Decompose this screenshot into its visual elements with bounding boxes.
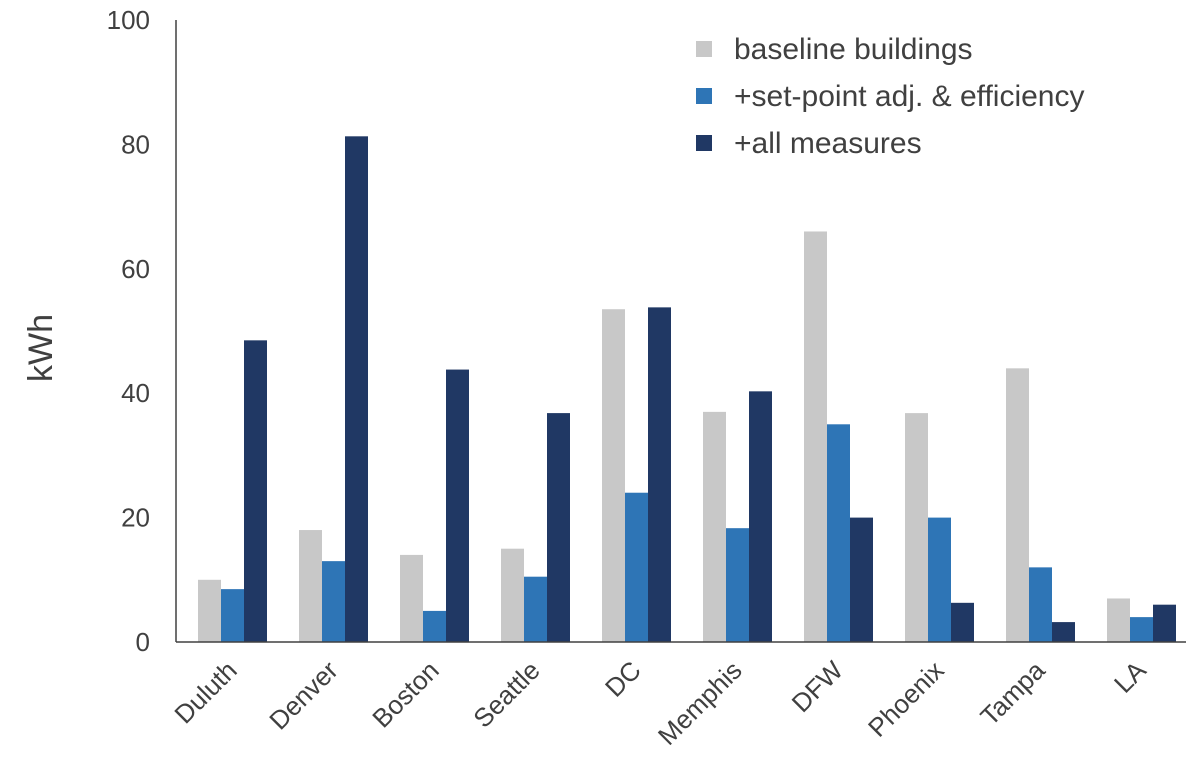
bar-dc-series-3: [648, 307, 671, 642]
bar-phoenix-series-1: [905, 413, 928, 642]
bar-memphis-series-3: [749, 391, 772, 642]
bar-phoenix-series-3: [951, 603, 974, 642]
bar-dc-series-1: [602, 309, 625, 642]
bar-tampa-series-3: [1052, 622, 1075, 642]
y-tick-labels: 0 20 40 60 80 100: [107, 5, 150, 657]
bar-dfw-series-1: [804, 231, 827, 642]
legend-label: +all measures: [734, 127, 922, 160]
legend-label: baseline buildings: [734, 33, 973, 66]
legend: baseline buildings +set-point adj. & effi…: [696, 33, 1084, 160]
x-tick-label: Tampa: [974, 655, 1051, 732]
bar-memphis-series-1: [703, 412, 726, 642]
legend-swatch: [696, 41, 712, 57]
bar-duluth-series-3: [244, 340, 267, 642]
y-axis-title: kWh: [22, 314, 60, 382]
y-tick-label: 80: [121, 129, 150, 159]
bar-denver-series-2: [322, 561, 345, 642]
y-tick-label: 40: [121, 378, 150, 408]
bars-group: [198, 136, 1176, 642]
y-tick-label: 20: [121, 503, 150, 533]
bar-la-series-3: [1153, 605, 1176, 642]
bar-duluth-series-1: [198, 580, 221, 642]
y-tick-label: 0: [136, 627, 150, 657]
legend-swatch: [696, 135, 712, 151]
bar-seattle-series-2: [524, 577, 547, 642]
bar-denver-series-3: [345, 136, 368, 642]
legend-swatch: [696, 88, 712, 104]
bar-memphis-series-2: [726, 528, 749, 642]
y-tick-label: 100: [107, 5, 150, 35]
bar-denver-series-1: [299, 530, 322, 642]
bar-la-series-2: [1130, 617, 1153, 642]
bar-duluth-series-2: [221, 589, 244, 642]
bar-la-series-1: [1107, 598, 1130, 642]
bar-boston-series-3: [446, 370, 469, 642]
y-tick-label: 60: [121, 254, 150, 284]
x-tick-labels: Duluth Denver Boston Seattle DC Memphis DFW Pho…: [168, 655, 1152, 751]
bar-seattle-series-1: [501, 549, 524, 642]
bar-phoenix-series-2: [928, 518, 951, 642]
bar-dfw-series-3: [850, 518, 873, 642]
legend-label: +set-point adj. & efficiency: [734, 80, 1084, 113]
x-tick-label: Duluth: [168, 655, 242, 729]
x-tick-label: Memphis: [652, 655, 748, 751]
x-tick-label: DFW: [786, 655, 849, 718]
x-tick-label: Boston: [366, 655, 444, 733]
bar-boston-series-2: [423, 611, 446, 642]
x-tick-label: Seattle: [467, 655, 545, 733]
x-tick-label: LA: [1108, 655, 1152, 699]
bar-boston-series-1: [400, 555, 423, 642]
x-tick-label: DC: [599, 655, 647, 703]
bar-seattle-series-3: [547, 413, 570, 642]
bar-tampa-series-2: [1029, 567, 1052, 642]
x-tick-label: Denver: [263, 655, 344, 736]
bar-dfw-series-2: [827, 424, 850, 642]
bar-dc-series-2: [625, 493, 648, 642]
x-tick-label: Phoenix: [862, 655, 950, 743]
bar-tampa-series-1: [1006, 368, 1029, 642]
